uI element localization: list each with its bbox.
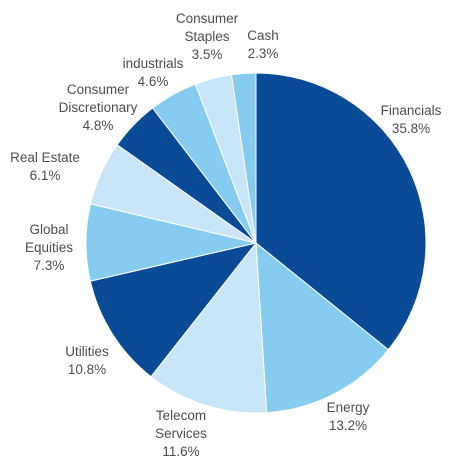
pie-slice-telecom-services: [150, 241, 268, 414]
pie-slice-financials: [255, 72, 427, 351]
slice-label-utilities: Utilities 10.8%: [65, 344, 109, 377]
slice-category-label: Real Estate: [10, 150, 80, 165]
slice-value-label: 7.3%: [34, 258, 65, 273]
slice-value-label: 4.6%: [138, 74, 169, 89]
slice-category-label: Telecom: [156, 408, 206, 423]
slice-category-label: Services: [155, 426, 207, 441]
pie-slice-energy: [255, 241, 390, 414]
slice-category-label: Equities: [25, 240, 73, 255]
slice-value-label: 3.5%: [192, 47, 223, 62]
slice-category-label: Consumer: [67, 82, 130, 97]
slice-category-label: Utilities: [65, 344, 109, 359]
slice-label-consumer-discretionary: Consumer Discretionary 4.8%: [59, 82, 138, 133]
slice-label-consumer-staples: Consumer Staples 3.5%: [176, 11, 239, 62]
slice-value-label: 10.8%: [68, 362, 106, 377]
slice-label-industrials: industrials 4.6%: [123, 56, 184, 89]
slice-value-label: 2.3%: [248, 46, 279, 61]
slice-value-label: 6.1%: [30, 168, 61, 183]
slice-category-label: Energy: [327, 400, 370, 415]
slice-label-realestate: Real Estate 6.1%: [10, 150, 80, 183]
slice-value-label: 13.2%: [329, 418, 367, 433]
slice-category-label: Staples: [184, 29, 229, 44]
slice-value-label: 4.8%: [83, 118, 114, 133]
slice-value-label: 35.8%: [392, 121, 430, 136]
slice-category-label: Discretionary: [59, 100, 138, 115]
pie-slices: [85, 72, 427, 414]
slice-label-global-equities: Global Equities 7.3%: [25, 222, 73, 273]
slice-category-label: Global: [29, 222, 68, 237]
slice-value-label: 11.6%: [162, 444, 199, 459]
pie-slice-utilities: [89, 242, 258, 378]
slice-label-telecom-services: Telecom Services 11.6%: [155, 408, 207, 459]
slice-category-label: industrials: [123, 56, 184, 71]
pie-slice-cash: [230, 72, 257, 244]
slice-label-cash: Cash 2.3%: [247, 28, 279, 61]
slice-category-label: Consumer: [176, 11, 239, 26]
slice-category-label: Financials: [381, 103, 442, 118]
slice-label-energy: Energy 13.2%: [327, 400, 370, 433]
pie-labels: Financials 35.8% Energy 13.2% Telecom Service…: [10, 11, 442, 459]
slice-category-label: Cash: [247, 28, 279, 43]
slice-label-financials: Financials 35.8%: [381, 103, 442, 136]
